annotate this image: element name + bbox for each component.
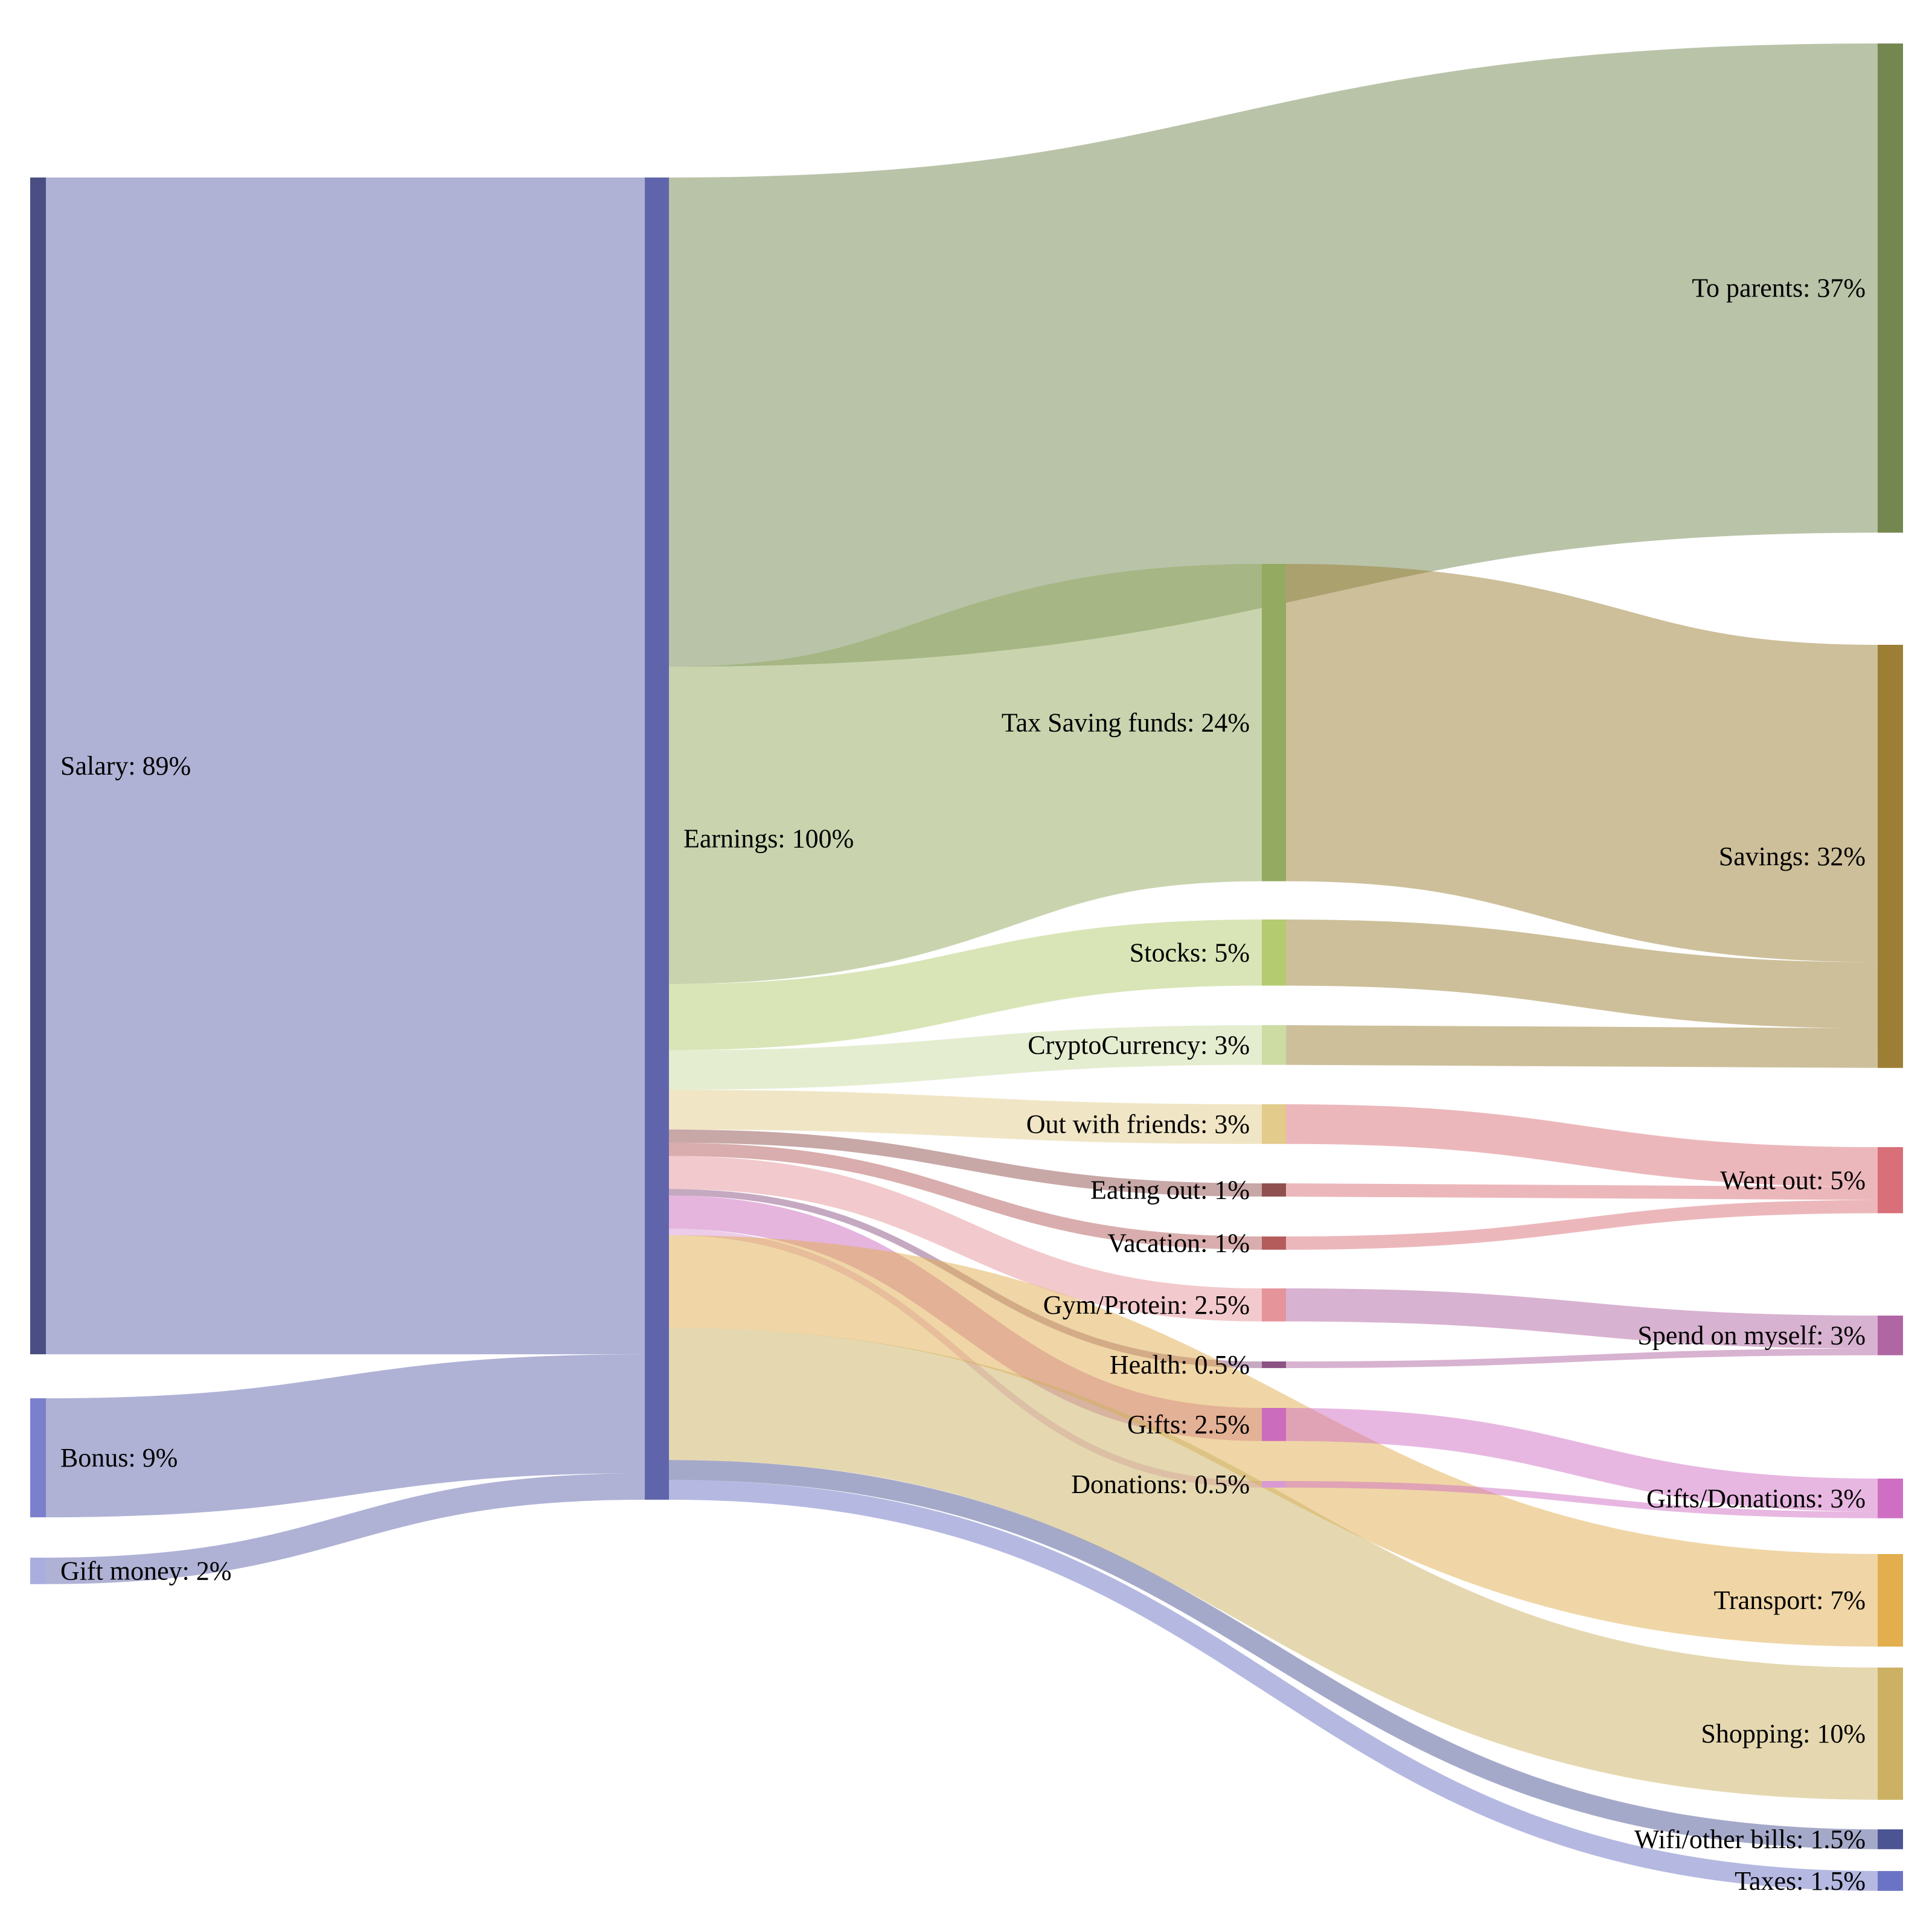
node-health <box>1262 1361 1286 1368</box>
node-label-gifts: Gifts: 2.5% <box>1127 1410 1250 1439</box>
node-label-gift_money: Gift money: 2% <box>60 1556 232 1585</box>
node-label-taxes: Taxes: 1.5% <box>1735 1866 1866 1896</box>
flow-tax_saving-to-savings <box>1285 564 1878 962</box>
node-savings <box>1878 645 1903 1068</box>
node-spend_on_myself <box>1878 1316 1903 1355</box>
flow-crypto-to-savings <box>1285 1025 1878 1068</box>
node-gifts <box>1262 1408 1286 1441</box>
flow-health-to-spend_on_myself <box>1285 1348 1878 1368</box>
node-label-went_out: Went out: 5% <box>1720 1165 1866 1195</box>
node-to_parents <box>1878 43 1903 533</box>
flow-earnings-to-taxes <box>668 1480 1878 1891</box>
flow-earnings-to-crypto <box>668 1025 1262 1090</box>
node-shopping <box>1878 1668 1903 1800</box>
node-label-spend_on_myself: Spend on myself: 3% <box>1637 1320 1866 1350</box>
flow-gifts-to-gifts_donations <box>1285 1408 1878 1512</box>
node-label-donations: Donations: 0.5% <box>1071 1470 1250 1499</box>
node-label-vacation: Vacation: 1% <box>1107 1228 1250 1258</box>
node-went_out <box>1878 1147 1903 1214</box>
node-label-crypto: CryptoCurrency: 3% <box>1028 1030 1250 1060</box>
node-salary <box>30 178 46 1355</box>
node-label-gifts_donations: Gifts/Donations: 3% <box>1646 1483 1866 1513</box>
flow-earnings-to-tax_saving <box>668 564 1263 984</box>
flow-earnings-to-stocks <box>668 920 1262 1051</box>
flow-gift_money-to-earnings <box>45 1473 645 1584</box>
node-label-gym_protein: Gym/Protein: 2.5% <box>1043 1290 1250 1320</box>
flow-stocks-to-savings <box>1285 920 1878 1029</box>
flow-earnings-to-wifi_bills <box>668 1460 1878 1849</box>
labels-layer: Salary: 89% Bonus: 9% Gift money: 2% Earnin… <box>60 273 1866 1896</box>
node-label-bonus: Bonus: 9% <box>60 1443 178 1473</box>
node-label-to_parents: To parents: 37% <box>1692 273 1866 303</box>
node-vacation <box>1262 1236 1286 1250</box>
node-earnings <box>645 178 669 1500</box>
node-donations <box>1262 1481 1286 1488</box>
node-label-shopping: Shopping: 10% <box>1701 1719 1866 1748</box>
node-label-transport: Transport: 7% <box>1714 1585 1866 1615</box>
node-eating_out <box>1262 1183 1286 1197</box>
flow-earnings-to-to_parents <box>668 43 1878 667</box>
flow-earnings-to-vacation <box>668 1142 1262 1250</box>
node-bonus <box>30 1398 46 1518</box>
node-label-health: Health: 0.5% <box>1110 1350 1250 1380</box>
node-crypto <box>1262 1025 1286 1065</box>
node-label-tax_saving: Tax Saving funds: 24% <box>1002 708 1250 737</box>
node-label-wifi_bills: Wifi/other bills: 1.5% <box>1634 1825 1866 1854</box>
node-tax_saving <box>1262 564 1286 881</box>
flows-layer <box>45 43 1878 1891</box>
flow-gym_protein-to-spend_on_myself <box>1285 1288 1878 1349</box>
node-transport <box>1878 1554 1903 1647</box>
nodes-layer <box>30 43 1903 1891</box>
flow-donations-to-gifts_donations <box>1285 1481 1878 1518</box>
node-gym_protein <box>1262 1288 1286 1322</box>
node-out_with_friends <box>1262 1104 1286 1144</box>
node-stocks <box>1262 920 1286 986</box>
flow-bonus-to-earnings <box>45 1354 645 1518</box>
flow-earnings-to-eating_out <box>668 1129 1262 1197</box>
flow-earnings-to-gym_protein <box>668 1156 1262 1322</box>
flow-vacation-to-went_out <box>1285 1200 1878 1250</box>
node-gift_money <box>30 1558 46 1584</box>
node-label-out_with_friends: Out with friends: 3% <box>1026 1109 1250 1139</box>
flow-eating_out-to-went_out <box>1285 1183 1878 1200</box>
flow-earnings-to-out_with_friends <box>668 1090 1262 1144</box>
node-label-eating_out: Eating out: 1% <box>1090 1175 1250 1204</box>
flow-out_with_friends-to-went_out <box>1285 1104 1878 1187</box>
flow-earnings-to-shopping <box>668 1328 1878 1800</box>
node-label-salary: Salary: 89% <box>60 751 191 781</box>
node-label-stocks: Stocks: 5% <box>1130 938 1250 967</box>
node-taxes <box>1878 1871 1903 1891</box>
node-label-earnings: Earnings: 100% <box>683 824 854 854</box>
node-label-savings: Savings: 32% <box>1719 842 1866 871</box>
node-wifi_bills <box>1878 1829 1903 1849</box>
node-gifts_donations <box>1878 1479 1903 1518</box>
